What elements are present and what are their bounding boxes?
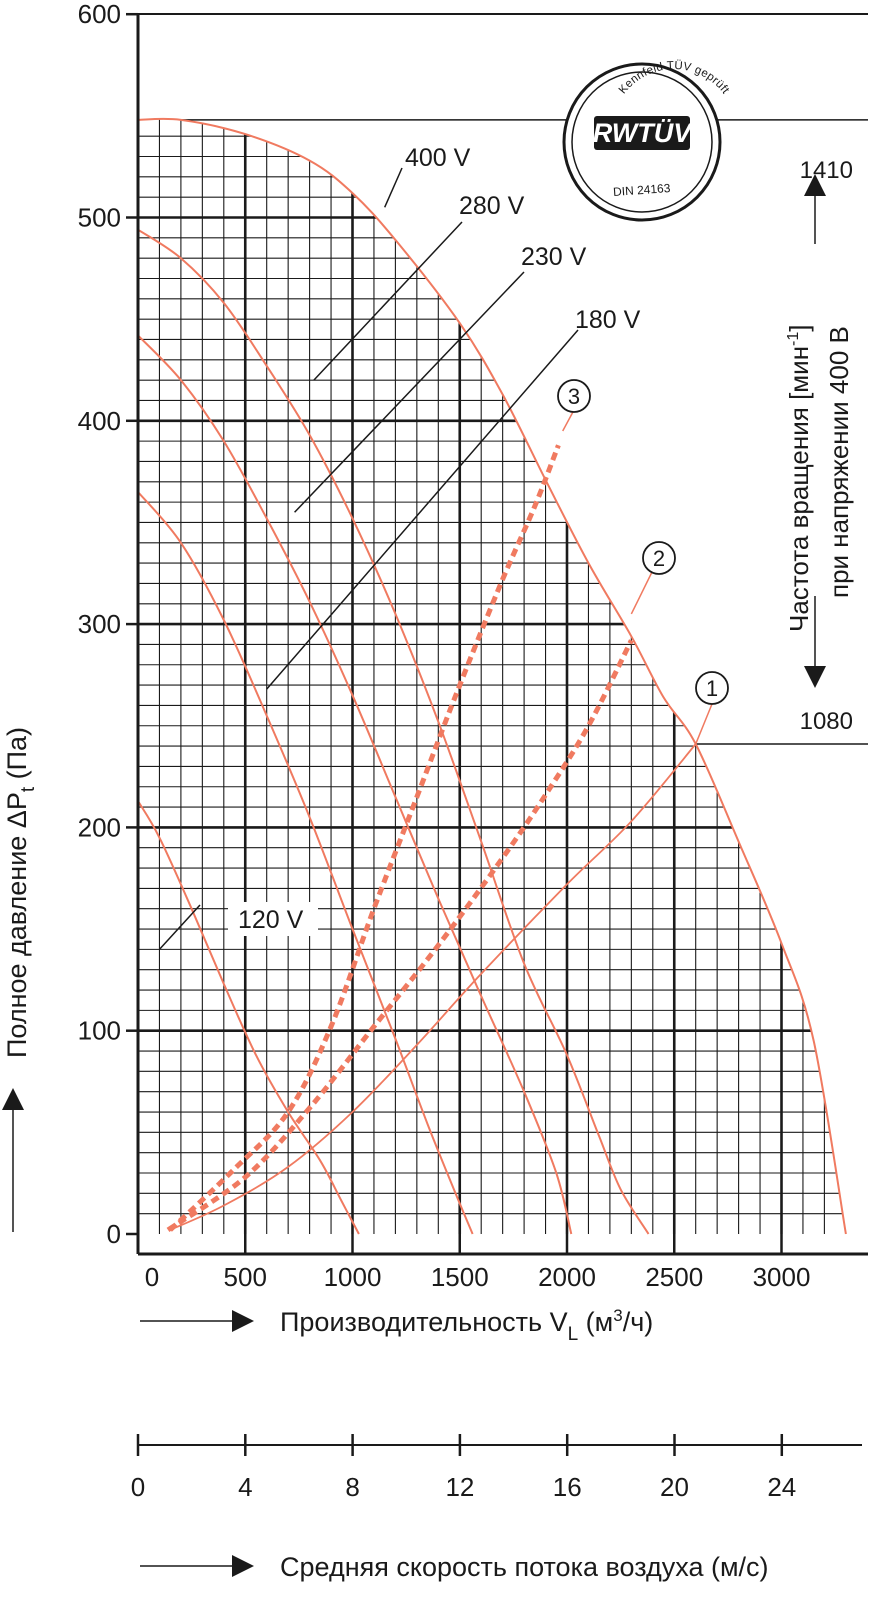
x-axis-ticks: 0 500 1000 1500 2000 2500 3000 [136,1234,811,1292]
speed-curve-1 [138,117,847,1235]
label-leader-line [630,571,653,615]
speed-curves [138,117,847,1235]
plot-frame [136,13,868,1256]
system-marker-label: 2 [653,546,665,571]
system-marker-circle [642,541,676,575]
rpm-up-arrow-icon [804,174,826,244]
system-curve-3 [168,444,561,1232]
system-marker-circle [557,379,591,413]
speed-curve-2 [138,228,650,1235]
x-tick-label: 1000 [324,1262,382,1292]
y-tick-label: 500 [78,203,121,233]
x2-tick-label: 4 [238,1472,252,1502]
system-curve-2 [166,639,634,1232]
x2-axis-arrow-icon [140,1555,254,1577]
y-tick-label: 400 [78,406,121,436]
x-axis-arrow-icon [140,1310,254,1332]
rpm-axis-label-line1: Частота вращения [мин-1] [784,324,814,632]
x-tick-label: 2000 [538,1262,596,1292]
speed-label: 280 V [459,192,525,220]
y-axis-arrow-icon [2,1088,24,1232]
y-tick-label: 600 [78,0,121,29]
label-leader-line [266,329,579,690]
x2-tick-label: 24 [767,1472,796,1502]
label-leader-line [562,409,575,432]
velocity-axis: 0 4 8 12 16 20 24 [131,1434,862,1502]
x-axis-label: Производительность VL (м3/ч) [280,1306,653,1345]
label-leader-line [294,271,525,513]
rpm-top-value: 1410 [800,157,853,184]
y-tick-label: 0 [107,1219,121,1249]
y-axis-ticks: 0 100 200 300 400 500 600 [78,0,138,1249]
x-tick-label: 500 [224,1262,267,1292]
rpm-reference-lines [180,119,868,745]
speed-label: 230 V [521,243,587,271]
label-leader-line [383,167,403,208]
y-tick-label: 300 [78,609,121,639]
x-tick-label: 0 [145,1262,159,1292]
x2-tick-label: 0 [131,1472,145,1502]
system-curves [166,444,697,1232]
rpm-bottom-value: 1080 [800,708,853,735]
speed-label-background [228,902,318,936]
badge-logo-text: RWTÜV [593,118,693,148]
y-axis-label: Полное давление ΔPt (Па) [2,727,39,1058]
y-tick-label: 100 [78,1016,121,1046]
badge-bottom-text: DIN 24163 [613,181,672,199]
x-tick-label: 3000 [753,1262,811,1292]
speed-label: 120 V [238,906,304,934]
system-marker-label: 3 [568,384,580,409]
rpm-axis-label-line2: при напряжении 400 В [824,326,854,598]
x2-axis-label: Средняя скорость потока воздуха (м/с) [280,1552,769,1582]
x2-tick-label: 12 [445,1472,474,1502]
label-leader-line [695,703,713,745]
speed-curve-5 [138,800,360,1235]
x-tick-label: 2500 [645,1262,703,1292]
system-marker-label: 1 [706,676,718,701]
system-markers: 1 2 3 [557,379,729,705]
label-leader-line [313,221,463,381]
speed-curve-4 [138,491,474,1235]
x2-tick-label: 8 [345,1472,359,1502]
tuv-badge: Kennfeld TÜV geprüft RWTÜV DIN 24163 [562,60,731,222]
rpm-axis: 1410 1080 Частота вращения [мин-1] при н… [784,157,854,735]
rpm-down-arrow-icon [804,596,826,688]
y-tick-label: 200 [78,812,121,842]
speed-curve-3 [138,334,573,1235]
system-marker-circle [695,671,729,705]
x2-tick-label: 16 [553,1472,582,1502]
speed-label: 400 V [405,144,471,172]
x-tick-label: 1500 [431,1262,489,1292]
label-leaders [158,167,713,950]
x2-tick-label: 20 [660,1472,689,1502]
system-curve-1 [169,743,697,1231]
speed-label: 180 V [575,306,641,334]
label-leader-line [158,904,201,950]
speed-labels: 400 V 280 V 230 V 180 V 120 V [228,144,641,936]
